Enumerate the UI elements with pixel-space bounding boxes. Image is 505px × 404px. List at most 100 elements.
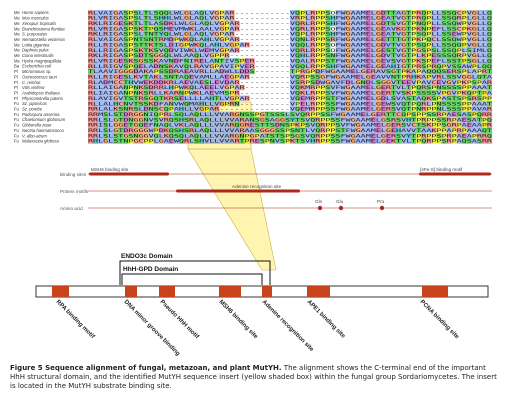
alignment-row: TLAAVIGGGDAKAPSSDRAEAVRLLADWLLDDS-------… (88, 68, 492, 75)
species-name: Homo sapiens (22, 10, 50, 15)
species-name: Physcomitrella patens (22, 96, 64, 101)
alignment-sequence: RLVRIGESKSGSSKAVNDFNIRELANTIVSPER-------… (88, 58, 492, 64)
alignment-row: RKLRIGESKTLTLASDKLWLGLAQLVGPAR----------… (88, 20, 492, 27)
alignment-sequence: RLAVIGVTSTRSGQTKRSELLLLAHTLVGPAR--------… (88, 96, 492, 102)
alignment-row: RLVRIGASPSKTPQSMEVMWKLAALVGPAR----------… (88, 26, 492, 32)
species-name: V. albo-atrum (22, 133, 47, 138)
species-group: Me (14, 42, 20, 47)
alignment-row: RRLSLSTGSNGGVQLKQSQLAQLLLVVARGNPGPATSTSP… (88, 133, 492, 139)
gln-marker (317, 205, 323, 211)
species-group: Pl (14, 90, 18, 95)
figure-caption: Figure 5 Sequence alignment of fungal, m… (10, 364, 498, 391)
alignment-row: RKLRIGASPSDTSGGQLWLAAQLVGPPR------------… (88, 52, 492, 59)
map-label: Adenine recognition site (261, 299, 315, 353)
species-name: Chaetomium globosum (22, 117, 66, 122)
insert-shading (187, 148, 277, 271)
glu-label: Glu (336, 199, 344, 204)
alignment-row: RLAVIGVTSTRSGQTKRSELLLLAHTLVGPAR--------… (88, 95, 492, 102)
alignment-sequence: RKLRIGESKTLTLASDKLWLGLAQLVGPAR----------… (88, 21, 492, 27)
alignment-sequence: RLLRIGESLKVTAKLSNTAQEVAMLLAEGPAR--------… (88, 75, 492, 81)
alignment-sequence: RLVRIGASPSKTPQSMEVMWKLAALVGPAR----------… (88, 26, 492, 32)
species-group: Me (14, 58, 20, 63)
msh6-site-bar (89, 172, 169, 176)
alignment-sequence: RLLRIGASPSTTKTSLDIGPWKQLAHLVGPAR--------… (88, 42, 492, 48)
alignment-sequence: RLADMCCTHVWEKDDKRLAEVAESLEVDAR----------… (88, 80, 492, 86)
species-group: Me (14, 37, 20, 42)
species-group: Me (14, 16, 20, 21)
species-group: Me (14, 53, 20, 58)
alignment-row: RLLRIGESLKVTAKLSNTAQEVAMLLAEGPAR--------… (88, 74, 492, 81)
species-group: Me (14, 21, 20, 26)
alignment-row: RLADMCCTHVWEKDDKRLAEVAESLEVDAR----------… (88, 79, 492, 86)
alignment-sequence: RRLALKSNRSLDNSCQPAHLLVGPAR--------------… (88, 107, 492, 113)
species-name: Podospora anserina (22, 112, 60, 117)
alignment-row: RRLSLGTDRGGGWPDKQSHSRLAQLLLVVARAASGGGSSP… (88, 127, 492, 134)
amino-acid-row-label: Amino acid (60, 206, 83, 211)
species-group: Me (14, 26, 20, 31)
msh6-site-label: MSH6 binding site (91, 167, 129, 172)
alignment-sequence: RLVRIGASPSLTLSHHLWLGLAQLVGPAR-----------… (88, 16, 492, 22)
species-group: Ba (14, 64, 20, 69)
alignment-row: RLLRIGVSPQELADNSKAVQLRAVGPAVIPVER-------… (88, 63, 492, 70)
binding-sites-row-label: Binding sites (60, 172, 87, 177)
ape1-block (307, 286, 330, 297)
species-name: Nectria haematococca (22, 128, 64, 133)
alignment-sequence: RLLAIGANPNKSDRRLHPWKQLAEELVGPAR---------… (88, 85, 492, 91)
alignment-sequence: RRLSLSTGSNGGVQLKQSQLAQLLLVVARGNPGPATSTSP… (88, 133, 492, 139)
alignment-row: RLLRIGASPSTTKTSLDIGPWKQLAHLVGPAR--------… (88, 42, 492, 48)
species-name: Ciona intestinalis (22, 53, 55, 58)
species-name: S. purpuratus (22, 32, 48, 37)
alignment-row: RRISLGGETGQEFNAQLVKLAQLLLVVARQGRESTTSDNS… (88, 122, 492, 129)
map-label: MSH6 binding site (218, 299, 259, 340)
species-group: Me (14, 10, 20, 15)
adenine-site-label: Adenine recognition site (232, 184, 281, 189)
species-name: Gibberella zeae (22, 123, 52, 128)
species-name: Escherichia coli (22, 64, 52, 69)
species-group: Pl (14, 69, 18, 74)
species-group: Fu (14, 133, 20, 138)
alignment-row: RKLRIGASPSLTNTYQLWLGLAQLVGPAR-----------… (88, 31, 492, 38)
msh6-block (219, 286, 241, 297)
rpa-motif-block (52, 286, 69, 297)
pro-marker (379, 205, 385, 211)
alignment-row: RRMSLSTDRGGNIQPRLSQLAQLLLVVARGNSSPGTSSSL… (88, 111, 492, 118)
endo3c-domain-bracket (119, 260, 271, 285)
hhh-gpd-domain-bracket (121, 273, 263, 285)
alignment-row: RLVAIGASPSLTLSQQLWLGLAQLVGPAR-----------… (88, 10, 492, 16)
protein-map-labels: RPA binding motif DNA minor groove bindin… (55, 299, 461, 357)
species-group: Fu (14, 101, 20, 106)
species-group: Fu (14, 107, 20, 112)
alignment-sequence: RRMSLSTDRGGNIQPRLSQLAQLLLVVARGNSSPGTSSSL… (88, 112, 492, 118)
species-group: Pl (14, 85, 18, 90)
species-name: Daphnia pulex (22, 48, 50, 53)
species-group: Fu (14, 112, 20, 117)
alignment-row: RLVRIGASPSLTLSHHLWLGLAQLVGPAR-----------… (88, 15, 492, 22)
alignment-sequence: RLLALHCNVTSSKDFANVWQMAHLLVGPRN----------… (88, 101, 492, 107)
species-name: Branchiostoma floridae (22, 26, 65, 31)
hhh-gpd-domain-label: HhH-GPD Domain (123, 266, 178, 273)
species-group: Fu (14, 139, 20, 144)
glu-marker (338, 205, 344, 211)
dna-groove-block (125, 286, 137, 297)
species-group: Pl (14, 74, 18, 79)
alignment-row: RRLALKSNRSLDNSCQPAHLLVGPAR--------------… (88, 106, 492, 113)
alignment-sequence: RLVAIGASPNTSNTRMDPWKQLAHLVGPAR----------… (88, 37, 492, 43)
species-name: Nematostella vectensis (22, 37, 66, 42)
species-name: Micromonas sp. (22, 69, 52, 74)
protein-motifs-row-label: Protein motifs (60, 189, 89, 194)
alignment-sequence: RLVAIGASPSLTLSQQLWLGLAQLVGPAR-----------… (88, 10, 492, 16)
alignment-sequence: TLAAVIGGGDAKAPSSDRAEAVRLLADWLLDDS-------… (88, 69, 492, 75)
species-group: Fu (14, 128, 20, 133)
alignment-sequence: RKLRIGASPSLTNTYQLWLGLAQLVGPAR-----------… (88, 32, 492, 38)
alignment-sequence: RKLRIGASPSDTSGGQLWLAAQLVGPPR------------… (88, 53, 492, 59)
species-name: Arabidopsis thaliana (21, 90, 60, 95)
species-name: C. reinhar. (22, 80, 41, 85)
alignment-row: RLLALHCNVTSSKDFANVWQMAHLLVGPRN----------… (88, 100, 492, 107)
alignment-sequence: RLLRIGVSPQELADNSKAVQLRAVGPAVIPVER-------… (88, 64, 492, 70)
species-name: Xenopus tropicalis (21, 21, 57, 26)
alignment-row: RLLAIGANPNKSDRRLHPWKQLAEELVGPAR---------… (88, 84, 492, 91)
fes-motif-label: [4Fe-S] binding motif (420, 167, 463, 172)
pcna-block (422, 286, 448, 297)
